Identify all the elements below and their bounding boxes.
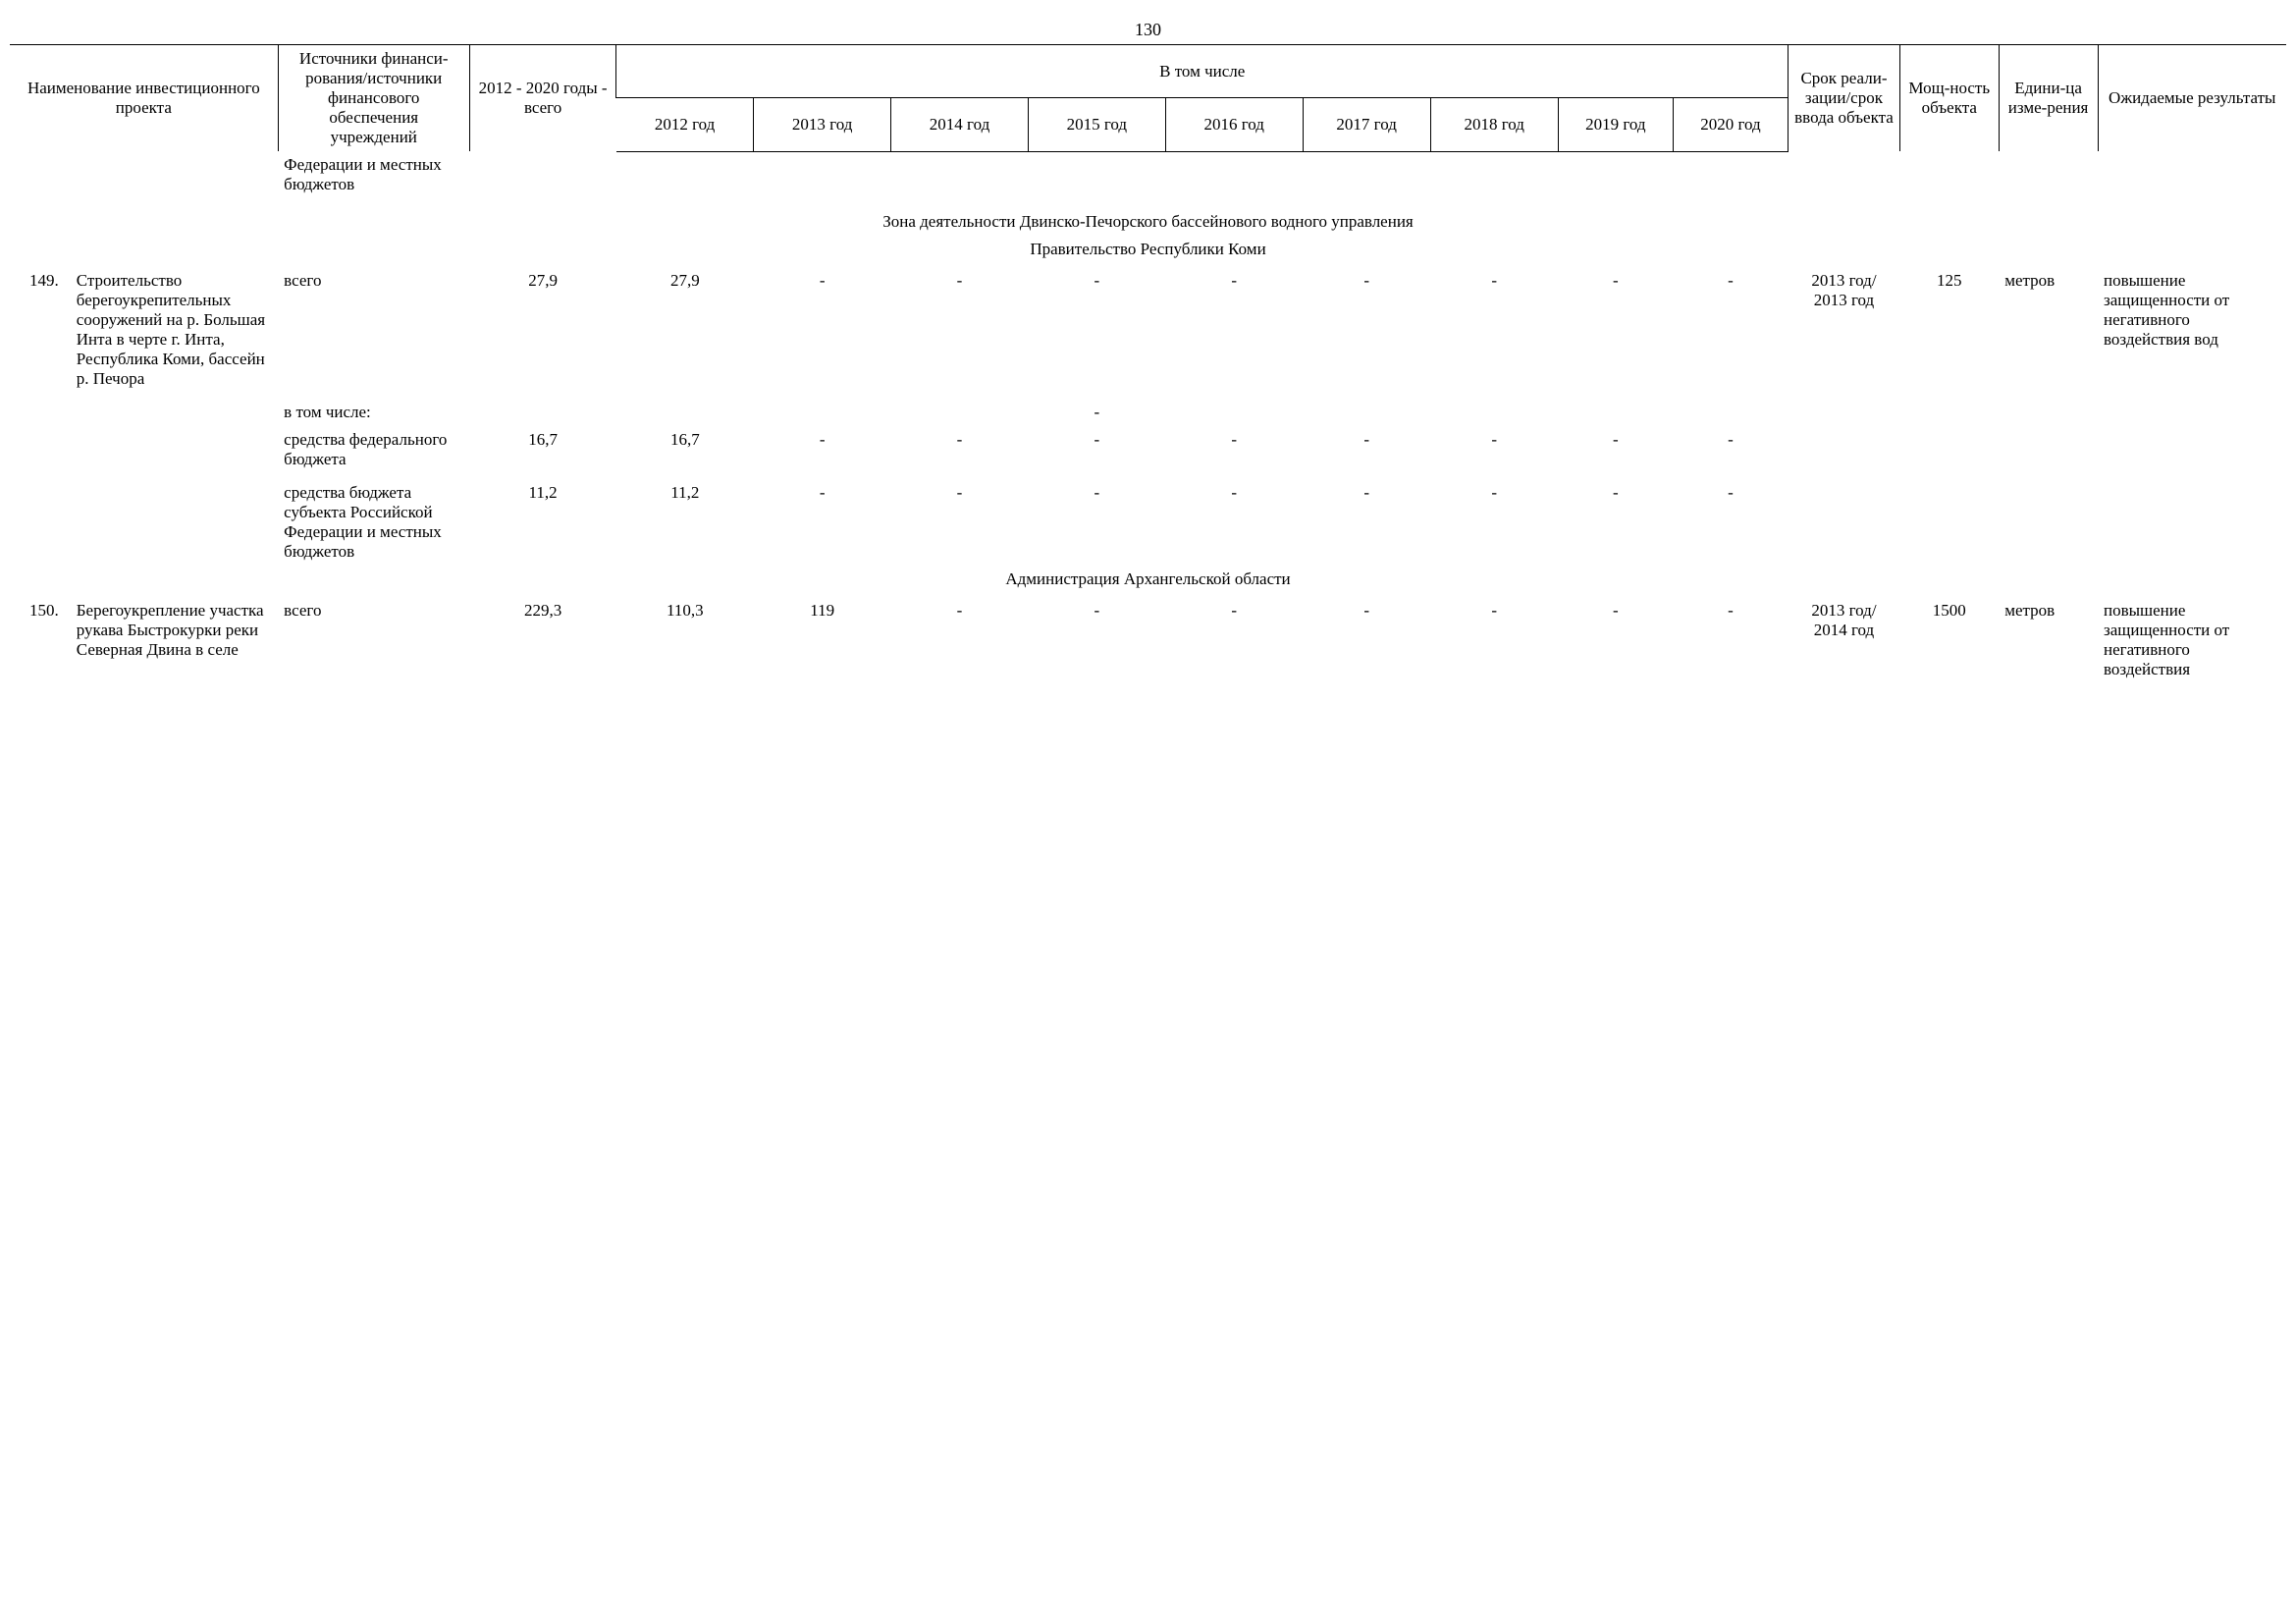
val-result: повышение защищенности от негативного во… — [2098, 267, 2286, 393]
col-year: 2018 год — [1430, 98, 1558, 151]
table-row: 150. Берегоукрепление участка рукава Быс… — [10, 597, 2286, 683]
section2-title: Администрация Архангельской области — [10, 566, 2286, 597]
section-heading: Зона деятельности Двинско-Печорского бас… — [10, 198, 2286, 236]
val-total: 229,3 — [469, 597, 616, 683]
col-year: 2019 год — [1558, 98, 1673, 151]
col-period: Срок реали-зации/срок ввода объекта — [1789, 45, 1900, 152]
col-year: 2016 год — [1165, 98, 1303, 151]
val-2017: - — [1303, 267, 1430, 393]
val-2014: - — [891, 597, 1029, 683]
col-year: 2017 год — [1303, 98, 1430, 151]
table-row: средства федерального бюджета 16,7 16,7 … — [10, 426, 2286, 473]
val-2013: 119 — [754, 597, 891, 683]
section1-sub: Правительство Республики Коми — [10, 236, 2286, 267]
val-2017: - — [1303, 426, 1430, 473]
val-2019: - — [1558, 426, 1673, 473]
page-number: 130 — [10, 20, 2286, 40]
col-year: 2020 год — [1673, 98, 1788, 151]
col-unit: Едини-ца изме-рения — [1999, 45, 2098, 152]
val-2015: - — [1028, 597, 1165, 683]
val-total: 11,2 — [469, 473, 616, 566]
val-2020: - — [1673, 597, 1788, 683]
project-name: Строительство берегоукрепительных сооруж… — [71, 267, 278, 393]
val-capacity: 1500 — [1899, 597, 1999, 683]
val-2018: - — [1430, 267, 1558, 393]
col-total: 2012 - 2020 годы - всего — [469, 45, 616, 152]
val-2019: - — [1558, 473, 1673, 566]
col-project: Наименование инвестиционного проекта — [10, 45, 278, 152]
col-year: 2015 год — [1028, 98, 1165, 151]
col-result: Ожидаемые результаты — [2098, 45, 2286, 152]
val-period: 2013 год/ 2013 год — [1789, 267, 1900, 393]
val-total: 16,7 — [469, 426, 616, 473]
source-including: в том числе: — [278, 393, 469, 426]
val-2014: - — [891, 267, 1029, 393]
val-2019: - — [1558, 267, 1673, 393]
investment-table: Наименование инвестиционного проекта Ист… — [10, 44, 2286, 683]
source-label: всего — [278, 267, 469, 393]
col-source: Источники финанси-рования/источники фина… — [278, 45, 469, 152]
val-2013: - — [754, 473, 891, 566]
val-2016: - — [1165, 267, 1303, 393]
val-result: повышение защищенности от негативного во… — [2098, 597, 2286, 683]
col-year: 2013 год — [754, 98, 891, 151]
table-row: 149. Строительство берегоукрепительных с… — [10, 267, 2286, 393]
val-2017: - — [1303, 597, 1430, 683]
val-unit: метров — [1999, 267, 2098, 393]
val-capacity: 125 — [1899, 267, 1999, 393]
table-header: Наименование инвестиционного проекта Ист… — [10, 45, 2286, 152]
val-period: 2013 год/ 2014 год — [1789, 597, 1900, 683]
val-2017: - — [1303, 473, 1430, 566]
val-2014: - — [891, 473, 1029, 566]
val-2018: - — [1430, 597, 1558, 683]
val-2019: - — [1558, 597, 1673, 683]
val-2020: - — [1673, 267, 1788, 393]
tail-row: Федерации и местных бюджетов — [10, 151, 2286, 198]
section-subheading: Правительство Республики Коми — [10, 236, 2286, 267]
row-number: 149. — [10, 267, 71, 393]
tail-source: Федерации и местных бюджетов — [278, 151, 469, 198]
val-2020: - — [1673, 473, 1788, 566]
source-subject: средства бюджета субъекта Российской Фед… — [278, 473, 469, 566]
val-2016: - — [1165, 597, 1303, 683]
val-2015: - — [1028, 473, 1165, 566]
val-2018: - — [1430, 426, 1558, 473]
section-subheading: Администрация Архангельской области — [10, 566, 2286, 597]
val-total: 27,9 — [469, 267, 616, 393]
val-2015: - — [1028, 426, 1165, 473]
val-2012: 16,7 — [616, 426, 754, 473]
val-2012: 27,9 — [616, 267, 754, 393]
val-2013: - — [754, 267, 891, 393]
val-2016: - — [1165, 473, 1303, 566]
val-2013: - — [754, 426, 891, 473]
val-2015: - — [1028, 393, 1165, 426]
val-2016: - — [1165, 426, 1303, 473]
col-year: 2014 год — [891, 98, 1029, 151]
source-federal: средства федерального бюджета — [278, 426, 469, 473]
table-row: средства бюджета субъекта Российской Фед… — [10, 473, 2286, 566]
section1-title: Зона деятельности Двинско-Печорского бас… — [10, 198, 2286, 236]
row-number: 150. — [10, 597, 71, 683]
table-row: в том числе: - — [10, 393, 2286, 426]
col-year: 2012 год — [616, 98, 754, 151]
val-2020: - — [1673, 426, 1788, 473]
val-2014: - — [891, 426, 1029, 473]
val-unit: метров — [1999, 597, 2098, 683]
col-including: В том числе — [616, 45, 1789, 98]
val-2018: - — [1430, 473, 1558, 566]
val-2012: 110,3 — [616, 597, 754, 683]
val-2012: 11,2 — [616, 473, 754, 566]
val-2015: - — [1028, 267, 1165, 393]
project-name: Берегоукрепление участка рукава Быстроку… — [71, 597, 278, 683]
col-capacity: Мощ-ность объекта — [1899, 45, 1999, 152]
source-label: всего — [278, 597, 469, 683]
